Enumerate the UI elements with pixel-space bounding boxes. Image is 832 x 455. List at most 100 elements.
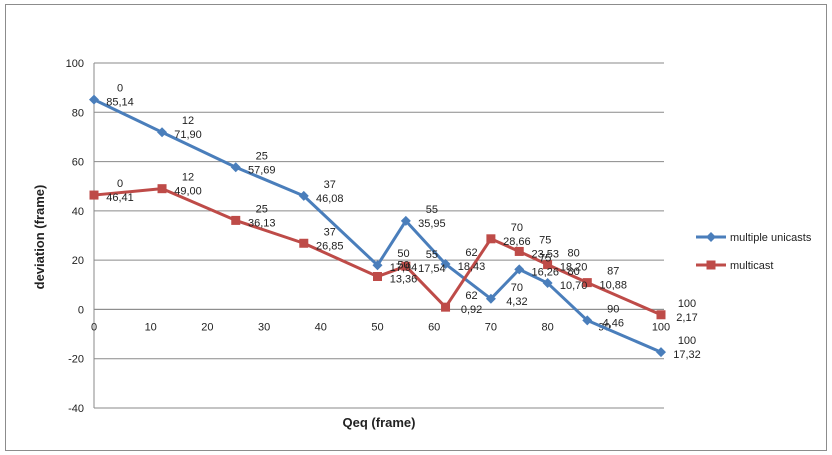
data-label-y: 85,14	[106, 97, 134, 109]
x-tick-label: 40	[315, 321, 327, 333]
x-tick-labels: 0 10 20 30 40 50 60 70 80 90 100	[91, 321, 670, 333]
data-label-x: 12	[182, 115, 194, 127]
point-marker	[656, 347, 666, 358]
data-label-x: 62	[465, 247, 477, 259]
data-label-y: 18,43	[458, 261, 486, 273]
point-marker	[514, 264, 525, 275]
series-line-1	[93, 187, 662, 317]
y-tick-label: 0	[78, 304, 84, 316]
x-tick-label: 20	[201, 321, 213, 333]
data-label-x: 55	[426, 249, 438, 261]
data-label-y: 4,32	[506, 296, 527, 308]
point-marker	[372, 260, 383, 271]
point-marker	[299, 238, 309, 248]
point-marker	[298, 190, 309, 201]
data-label-x: 80	[567, 248, 579, 260]
point-marker	[543, 260, 553, 270]
data-label-x: 75	[539, 234, 551, 246]
point-marker	[400, 215, 411, 226]
data-label-x: 37	[324, 179, 336, 191]
point-marker	[231, 215, 241, 225]
point-marker	[89, 94, 99, 105]
point-marker	[89, 190, 99, 200]
data-label-y: 46,08	[316, 193, 344, 205]
data-label-x: 37	[324, 226, 336, 238]
data-label-x: 80	[567, 266, 579, 278]
point-marker	[542, 278, 553, 289]
data-label-y: 23,53	[531, 248, 559, 260]
data-label-y: 46,41	[106, 192, 134, 204]
legend-marker	[706, 232, 716, 242]
x-tick-label: 100	[652, 321, 670, 333]
y-tick-label: 100	[66, 58, 84, 70]
data-label-x: 0	[117, 178, 123, 190]
y-tick-label: 20	[72, 255, 84, 267]
grid-lines	[94, 62, 664, 409]
x-tick-label: 10	[145, 321, 157, 333]
data-label-y: 17,32	[673, 349, 701, 361]
data-label-y: 17,54	[418, 263, 446, 275]
data-label-y: 49,00	[174, 186, 202, 198]
y-tick-label: 80	[72, 107, 84, 119]
y-tick-label: -40	[68, 403, 84, 415]
data-label-y: 13,36	[390, 274, 418, 286]
data-label-x: 50	[397, 260, 409, 272]
x-tick-label: 70	[485, 321, 497, 333]
data-label-y: 26,85	[316, 240, 344, 252]
x-axis-title: Qeq (frame)	[343, 415, 416, 430]
legend-label: multicast	[730, 260, 773, 272]
point-marker	[486, 234, 496, 244]
data-label-y: 18,20	[560, 262, 588, 274]
axes	[93, 63, 664, 408]
data-label-x: 12	[182, 172, 194, 184]
data-label-x: 50	[397, 248, 409, 260]
x-tick-label: 30	[258, 321, 270, 333]
data-labels: 085,141271,902557,693746,085017,945535,9…	[106, 83, 701, 361]
legend-marker	[706, 260, 716, 270]
point-marker	[582, 278, 592, 288]
x-tick-label: 80	[541, 321, 553, 333]
data-label-y: 36,13	[248, 217, 276, 229]
data-label-y: 17,94	[390, 262, 418, 274]
data-label-x: 100	[678, 335, 696, 347]
data-label-y: 35,95	[418, 218, 446, 230]
data-label-y: 10,88	[600, 280, 628, 292]
data-label-x: 87	[607, 266, 619, 278]
legend: multiple unicasts multicast	[696, 232, 812, 272]
data-label-y: 71,90	[174, 129, 202, 141]
point-marker	[485, 293, 496, 304]
series-line-0	[93, 98, 662, 354]
y-tick-label: -20	[68, 354, 84, 366]
point-marker	[373, 272, 382, 282]
point-marker	[441, 302, 451, 312]
data-label-x: 90	[607, 303, 619, 315]
data-label-x: 100	[678, 298, 696, 310]
data-label-y: 2,17	[676, 312, 697, 324]
legend-label: multiple unicasts	[730, 232, 812, 244]
data-label-y: 0,92	[461, 304, 482, 316]
data-label-x: 75	[539, 252, 551, 264]
x-tick-label: 0	[91, 321, 97, 333]
data-label-y: 16,26	[531, 266, 559, 278]
data-label-y: 28,66	[503, 236, 531, 248]
point-marker	[157, 127, 168, 138]
data-label-x: 70	[511, 282, 523, 294]
y-axis-title: deviation (frame)	[32, 185, 47, 290]
data-label-y: 57,69	[248, 164, 276, 176]
data-label-x: 55	[426, 204, 438, 216]
point-marker	[514, 246, 524, 256]
data-label-y: 10,70	[560, 280, 588, 292]
y-tick-labels: 100 80 60 40 20 0 -20 -40	[66, 58, 84, 415]
point-marker	[656, 310, 666, 320]
point-marker	[157, 184, 167, 194]
data-label-y: 4,46	[603, 317, 624, 329]
series-markers	[89, 94, 666, 358]
series-lines	[93, 98, 662, 354]
point-marker	[582, 315, 593, 326]
point-marker	[440, 259, 451, 270]
chart-frame: 100 80 60 40 20 0 -20 -40 0 10 20 30 40 50 60 70 80 90 10…	[5, 4, 827, 451]
point-marker	[401, 261, 411, 271]
data-label-x: 25	[256, 203, 268, 215]
data-label-x: 0	[117, 83, 123, 95]
y-tick-label: 60	[72, 157, 84, 169]
